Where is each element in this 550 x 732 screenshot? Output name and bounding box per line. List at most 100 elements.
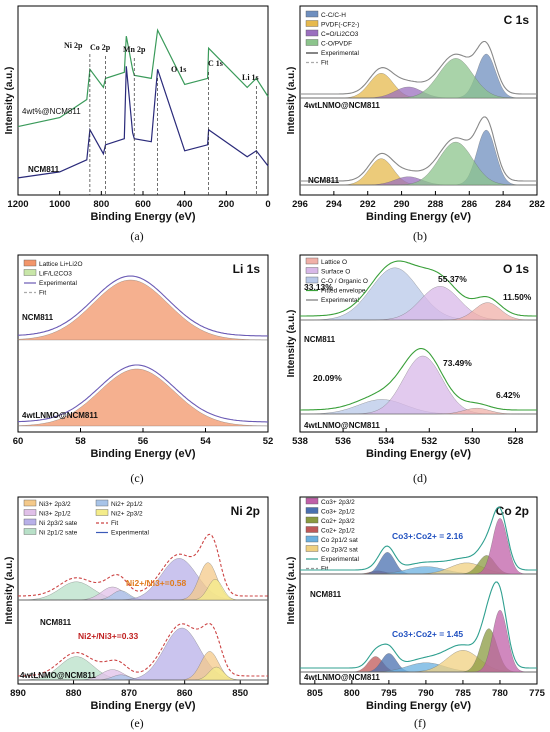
sample-label: NCM811 <box>40 618 72 627</box>
x-tick-label: 870 <box>121 688 137 699</box>
legend-swatch <box>305 535 319 543</box>
x-tick-label: 795 <box>381 688 398 699</box>
sample-label: 4wtLNMO@NCM811 <box>304 673 380 682</box>
sample-label: NCM811 <box>304 335 336 344</box>
fit-envelope <box>17 275 268 337</box>
panel-f: 805 800 795 790 785 780 775 Binding Energy (eV)… <box>286 496 546 730</box>
y-axis-label: Intensity (a.u.) <box>4 557 15 625</box>
y-axis-label: Intensity (a.u.) <box>286 310 297 378</box>
legend-swatch <box>305 526 319 533</box>
y-axis-label: Intensity (a.u.) <box>286 67 297 135</box>
legend-entry: Experimental <box>321 556 359 563</box>
x-tick-label: 775 <box>529 688 546 699</box>
legend-swatch <box>305 516 319 524</box>
peak-component <box>18 579 268 601</box>
panel-title: C 1s <box>504 13 530 27</box>
series-line <box>17 28 269 128</box>
legend-swatch <box>305 507 319 514</box>
panel-title: Co 2p <box>496 504 529 518</box>
x-tick-label: 292 <box>360 199 376 210</box>
x-tick-label: 1000 <box>49 199 70 210</box>
peak-component <box>300 518 537 575</box>
sample-label: NCM811 <box>308 176 340 185</box>
legend-swatch <box>305 497 319 505</box>
fit-envelope <box>300 506 537 571</box>
legend-entry: Lattice O <box>321 259 347 266</box>
plot-frame <box>299 496 538 685</box>
legend-entry: Co2+ 2p3/2 <box>321 518 355 525</box>
panel-e: 890 880 870 860 850 Binding Energy (eV) Intens… <box>4 496 269 730</box>
y-axis-label: Intensity (a.u.) <box>4 67 15 135</box>
legend-entry: Experimental <box>321 297 359 304</box>
fit-envelope <box>300 40 537 95</box>
x-tick-label: 536 <box>335 436 351 447</box>
panel-title: O 1s <box>503 262 529 276</box>
percent-label: 11.50% <box>503 292 532 302</box>
x-tick-label: 860 <box>177 688 193 699</box>
peak-component <box>300 355 537 415</box>
x-tick-label: 800 <box>344 688 360 699</box>
legend-entry: Co3+ 2p3/2 <box>321 499 355 506</box>
fit-envelope <box>300 347 537 411</box>
x-tick-label: 290 <box>394 199 410 210</box>
sample-label: 4wtLNMO@NCM811 <box>20 671 96 680</box>
legend-entry: Ni3+ 2p3/2 <box>39 501 71 508</box>
legend-swatch <box>95 499 109 507</box>
legend-entry: C-O/PVDF <box>321 41 352 48</box>
ratio-label: Co3+:Co2+ = 1.45 <box>392 629 463 639</box>
x-tick-label: 530 <box>464 436 480 447</box>
peak-component <box>300 58 537 99</box>
x-tick-label: 282 <box>529 199 545 210</box>
x-tick-label: 805 <box>307 688 324 699</box>
series-line <box>17 66 269 179</box>
legend-entry: Fit <box>111 520 118 527</box>
legend-entry: Experimental <box>111 530 149 537</box>
legend-entry: Experimental <box>321 50 359 57</box>
panel-d: 538 536 534 532 530 528 Binding Energy (eV) Int… <box>286 254 538 485</box>
panel-caption: (f) <box>414 716 426 730</box>
peak-annotation: O 1s <box>171 65 186 74</box>
x-tick-label: 0 <box>265 199 270 210</box>
x-tick-label: 538 <box>292 436 308 447</box>
legend-swatch <box>23 499 37 507</box>
percent-label: 55.37% <box>438 274 467 284</box>
x-tick-label: 60 <box>13 436 24 447</box>
panel-b: 296 294 292 290 288 286 284 282 Binding Energy (… <box>286 5 545 243</box>
legend-entry: Fitted envelope <box>321 288 366 295</box>
percent-label: 73.49% <box>443 358 472 368</box>
legend-swatch <box>95 509 109 516</box>
legend-swatch <box>305 267 319 274</box>
legend-entry: Ni2+ 2p3/2 <box>111 511 143 518</box>
fit-envelope <box>18 622 268 677</box>
x-tick-label: 780 <box>492 688 508 699</box>
legend-entry: Lattice Li+Li2O <box>39 261 83 268</box>
x-tick-label: 200 <box>218 199 234 210</box>
fit-envelope <box>18 364 268 423</box>
panel-caption: (d) <box>413 471 427 485</box>
x-tick-label: 52 <box>263 436 274 447</box>
y-axis-label: Intensity (a.u.) <box>286 557 297 625</box>
legend-entry: C-C/C-H <box>321 12 346 19</box>
x-tick-label: 286 <box>461 199 477 210</box>
plot-frame <box>17 496 269 685</box>
plot-frame <box>299 254 538 433</box>
x-tick-label: 528 <box>508 436 524 447</box>
fit-envelope <box>300 581 537 669</box>
sample-label: 4wtLNMO@NCM811 <box>304 421 380 430</box>
fit-envelope <box>300 260 537 317</box>
percent-label: 6.42% <box>496 390 521 400</box>
panel-c: 60 58 56 54 52 Binding Energy (eV) Li 1s (c) Lat… <box>13 254 274 485</box>
fit-envelope <box>17 533 268 597</box>
peak-component <box>17 279 269 341</box>
x-tick-label: 400 <box>177 199 193 210</box>
x-tick-label: 54 <box>200 436 211 447</box>
peak-component <box>300 408 537 415</box>
panel-a: 1200 1000 800 600 400 200 0 Binding Energy (eV)… <box>4 5 271 243</box>
x-axis-label: Binding Energy (eV) <box>90 448 195 460</box>
legend-entry: Co 2p1/2 sat <box>321 537 358 544</box>
peak-annotation: C 1s <box>208 59 223 68</box>
legend-entry: Fit <box>321 566 328 573</box>
peak-annotation: Ni 2p <box>64 41 83 50</box>
